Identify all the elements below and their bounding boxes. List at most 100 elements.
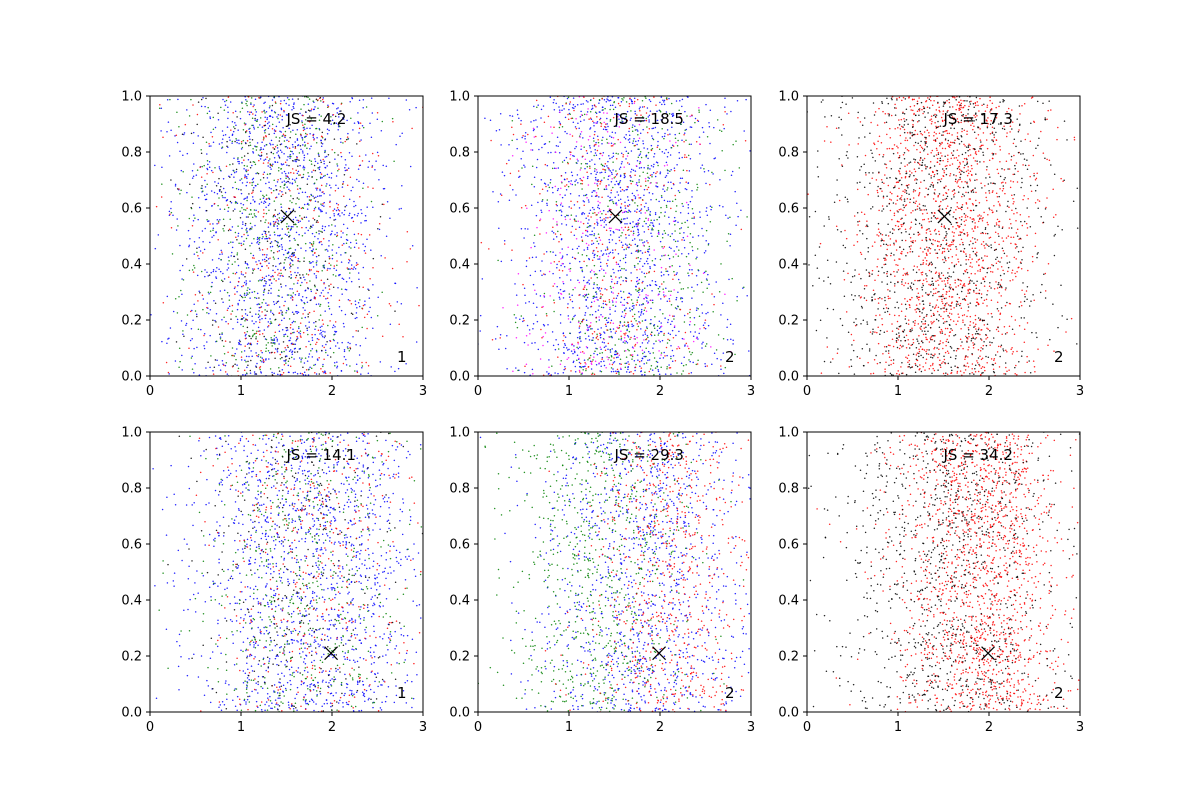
data-point [609, 229, 612, 232]
data-point [233, 171, 236, 174]
data-point [722, 352, 725, 354]
data-point [559, 193, 561, 196]
data-point [636, 128, 638, 131]
data-point [323, 371, 325, 374]
data-point [680, 362, 683, 364]
data-point [657, 144, 659, 147]
data-point [300, 148, 302, 151]
data-point [235, 358, 237, 361]
data-point [649, 174, 652, 176]
data-point [609, 104, 612, 107]
data-point [239, 179, 241, 181]
data-point [206, 341, 208, 343]
data-point [584, 314, 586, 316]
data-point [303, 371, 306, 374]
data-point [648, 177, 650, 180]
data-point [332, 338, 335, 341]
data-point [610, 145, 613, 147]
data-point [567, 96, 570, 99]
data-point [621, 160, 623, 163]
data-point [639, 132, 642, 134]
data-point [277, 268, 279, 271]
data-point [224, 191, 227, 194]
data-point [603, 168, 606, 171]
data-point [210, 190, 213, 192]
data-point [575, 145, 577, 148]
data-point [670, 121, 673, 123]
data-point [263, 290, 265, 292]
data-point [264, 131, 266, 134]
data-point [674, 133, 676, 136]
data-point [380, 255, 382, 257]
data-point [567, 357, 570, 359]
data-point [247, 216, 249, 218]
data-point [241, 182, 244, 184]
data-point [247, 234, 249, 237]
data-point [558, 109, 561, 111]
data-point [169, 213, 171, 215]
data-point [684, 221, 686, 224]
data-point [628, 246, 630, 248]
data-point [314, 106, 316, 108]
data-point [276, 144, 279, 146]
data-point [253, 104, 255, 106]
data-point [291, 143, 294, 146]
data-point [565, 103, 567, 105]
data-point [647, 157, 649, 160]
data-point [546, 204, 548, 207]
data-point [258, 315, 261, 317]
data-point [688, 372, 690, 375]
data-point [617, 199, 620, 202]
data-point [236, 238, 238, 241]
data-point [553, 302, 556, 304]
data-point [182, 154, 184, 156]
data-point [221, 332, 223, 334]
data-point [492, 191, 494, 193]
data-point [202, 308, 204, 311]
data-point [361, 365, 364, 367]
data-point [243, 233, 245, 236]
data-point [234, 196, 237, 198]
data-point [651, 192, 654, 195]
data-point [533, 186, 536, 188]
data-point [624, 366, 627, 368]
data-point [563, 108, 565, 110]
data-point [696, 363, 699, 365]
data-point [222, 187, 225, 190]
data-point [615, 370, 617, 373]
data-point [230, 129, 232, 131]
data-point [350, 189, 352, 192]
data-point [281, 274, 283, 277]
data-point [244, 313, 247, 315]
data-point [532, 327, 534, 330]
data-point [609, 308, 611, 311]
data-point [263, 277, 266, 279]
data-point [599, 265, 602, 268]
data-point [292, 328, 294, 330]
data-point [591, 332, 594, 335]
data-point [597, 222, 599, 225]
data-point [296, 138, 299, 140]
data-point [191, 309, 193, 312]
data-point [320, 279, 323, 281]
data-point [318, 128, 321, 131]
data-point [340, 155, 343, 158]
data-point [569, 279, 572, 281]
data-point [604, 300, 607, 302]
data-point [662, 188, 664, 190]
data-point [238, 139, 240, 141]
data-point [406, 231, 409, 233]
data-point [691, 217, 693, 220]
y-tick-label: 1.0 [121, 90, 142, 105]
data-point [261, 237, 263, 240]
data-point [583, 119, 585, 121]
data-point [267, 321, 270, 323]
data-point [599, 216, 602, 219]
data-point [281, 163, 283, 166]
data-point [610, 189, 613, 191]
data-point [708, 125, 711, 128]
data-point [331, 148, 333, 151]
data-point [668, 216, 670, 218]
data-point [597, 242, 600, 245]
data-point [657, 231, 660, 233]
